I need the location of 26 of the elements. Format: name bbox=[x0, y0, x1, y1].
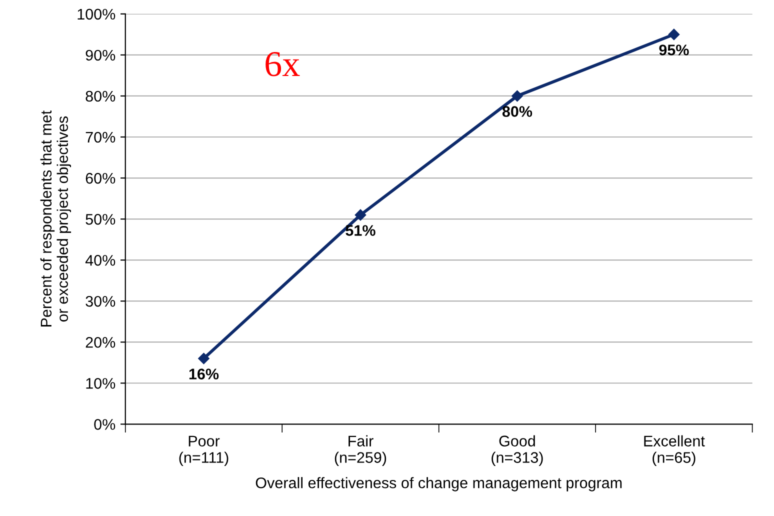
y-tick-label: 0% bbox=[94, 419, 116, 430]
x-tick-label: Excellent (n=65) bbox=[644, 435, 705, 466]
y-axis-title: Percent of respondents that met or exceeded project objectives bbox=[40, 110, 72, 326]
x-tick-label: Poor (n=111) bbox=[179, 436, 228, 466]
data-label: 51% bbox=[346, 225, 376, 236]
point bbox=[354, 209, 366, 221]
x-axis-title: Overall effectiveness of change management program bbox=[256, 477, 622, 492]
y-tick-label: 90% bbox=[86, 50, 116, 61]
y-tick-label: 60% bbox=[86, 172, 116, 184]
x-tick-label: Fair (n=259) bbox=[334, 435, 386, 466]
y-tick-label: 100% bbox=[78, 8, 116, 20]
data-label: 95% bbox=[659, 44, 689, 56]
y-tick-label: 20% bbox=[86, 336, 116, 348]
x-tick-label: Good (n=313) bbox=[492, 435, 543, 466]
y-tick-label: 80% bbox=[86, 90, 116, 102]
y-tick-label: 50% bbox=[86, 214, 116, 225]
data-label: 80% bbox=[502, 106, 532, 117]
point bbox=[668, 28, 680, 40]
data-label: 16% bbox=[189, 368, 219, 380]
y-tick-label: 40% bbox=[85, 254, 116, 266]
annotation: 6x bbox=[266, 52, 300, 76]
y-tick-label: 30% bbox=[86, 296, 116, 307]
y-tick-label: 70% bbox=[86, 132, 116, 143]
point bbox=[512, 90, 523, 102]
y-tick-label: 10% bbox=[86, 378, 116, 389]
point bbox=[198, 352, 210, 364]
